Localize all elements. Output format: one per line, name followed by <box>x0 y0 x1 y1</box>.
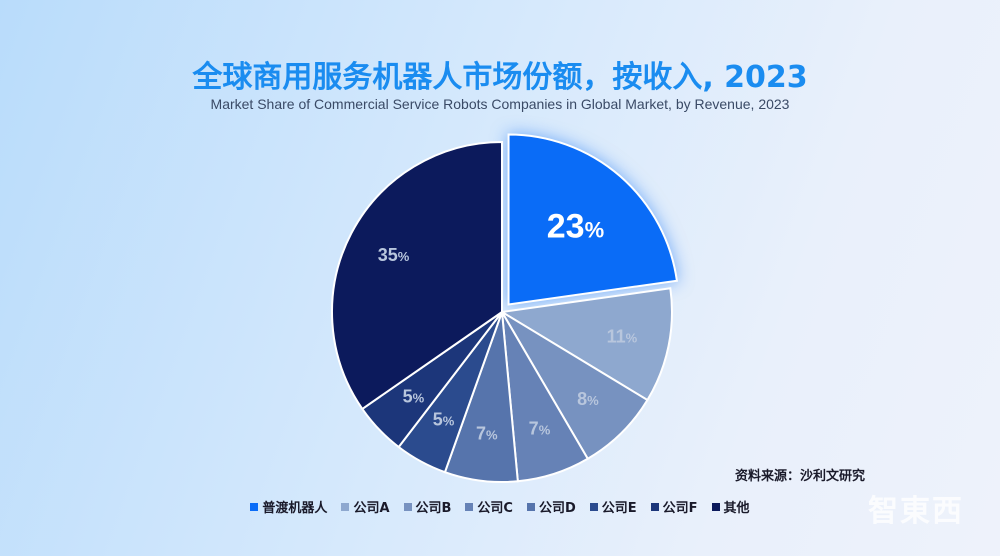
chart-subtitle: Market Share of Commercial Service Robot… <box>210 96 790 112</box>
chart-title: 全球商用服务机器人市场份额，按收入, 2023 <box>192 60 808 95</box>
legend-item: 其他 <box>711 497 750 516</box>
legend-item: 公司F <box>650 497 698 516</box>
legend-label: 公司F <box>662 501 698 516</box>
legend-item: 公司B <box>403 497 452 516</box>
legend-label: 公司A <box>353 501 390 516</box>
pie-slice-1 <box>499 287 673 402</box>
legend-swatch <box>650 502 659 511</box>
watermark-logo: 智東西 <box>868 494 964 529</box>
pie-slice-0 <box>507 133 679 306</box>
legend-swatch <box>250 502 259 511</box>
data-label-6: 5% <box>403 387 425 407</box>
legend-item: 公司C <box>465 497 513 516</box>
legend-swatch <box>403 502 412 511</box>
legend-swatch <box>526 502 535 511</box>
legend: 普渡机器人 公司A 公司B 公司C 公司D 公司E 公司F 其他 <box>0 497 1000 516</box>
data-label-4: 7% <box>476 423 498 443</box>
data-label-7: 35% <box>378 245 410 265</box>
data-label-2: 8% <box>577 389 599 409</box>
legend-swatch <box>589 502 598 511</box>
legend-label: 普渡机器人 <box>262 501 328 516</box>
legend-swatch <box>711 502 720 511</box>
legend-label: 其他 <box>723 501 750 516</box>
legend-swatch <box>341 502 350 511</box>
legend-item: 公司A <box>341 497 390 516</box>
pie-slice-7 <box>331 140 503 411</box>
legend-label: 公司B <box>415 501 452 516</box>
legend-label: 公司D <box>538 501 576 516</box>
data-label-3: 7% <box>529 419 551 439</box>
legend-label: 公司E <box>601 501 637 516</box>
source-note: 资料来源：沙利文研究 <box>735 469 866 484</box>
legend-item: 公司E <box>589 497 637 516</box>
data-label-5: 5% <box>433 410 455 430</box>
legend-item: 公司D <box>526 497 576 516</box>
legend-item: 普渡机器人 <box>250 497 327 516</box>
legend-label: 公司C <box>477 501 513 516</box>
legend-swatch <box>465 502 474 511</box>
data-label-1: 11% <box>607 327 638 347</box>
